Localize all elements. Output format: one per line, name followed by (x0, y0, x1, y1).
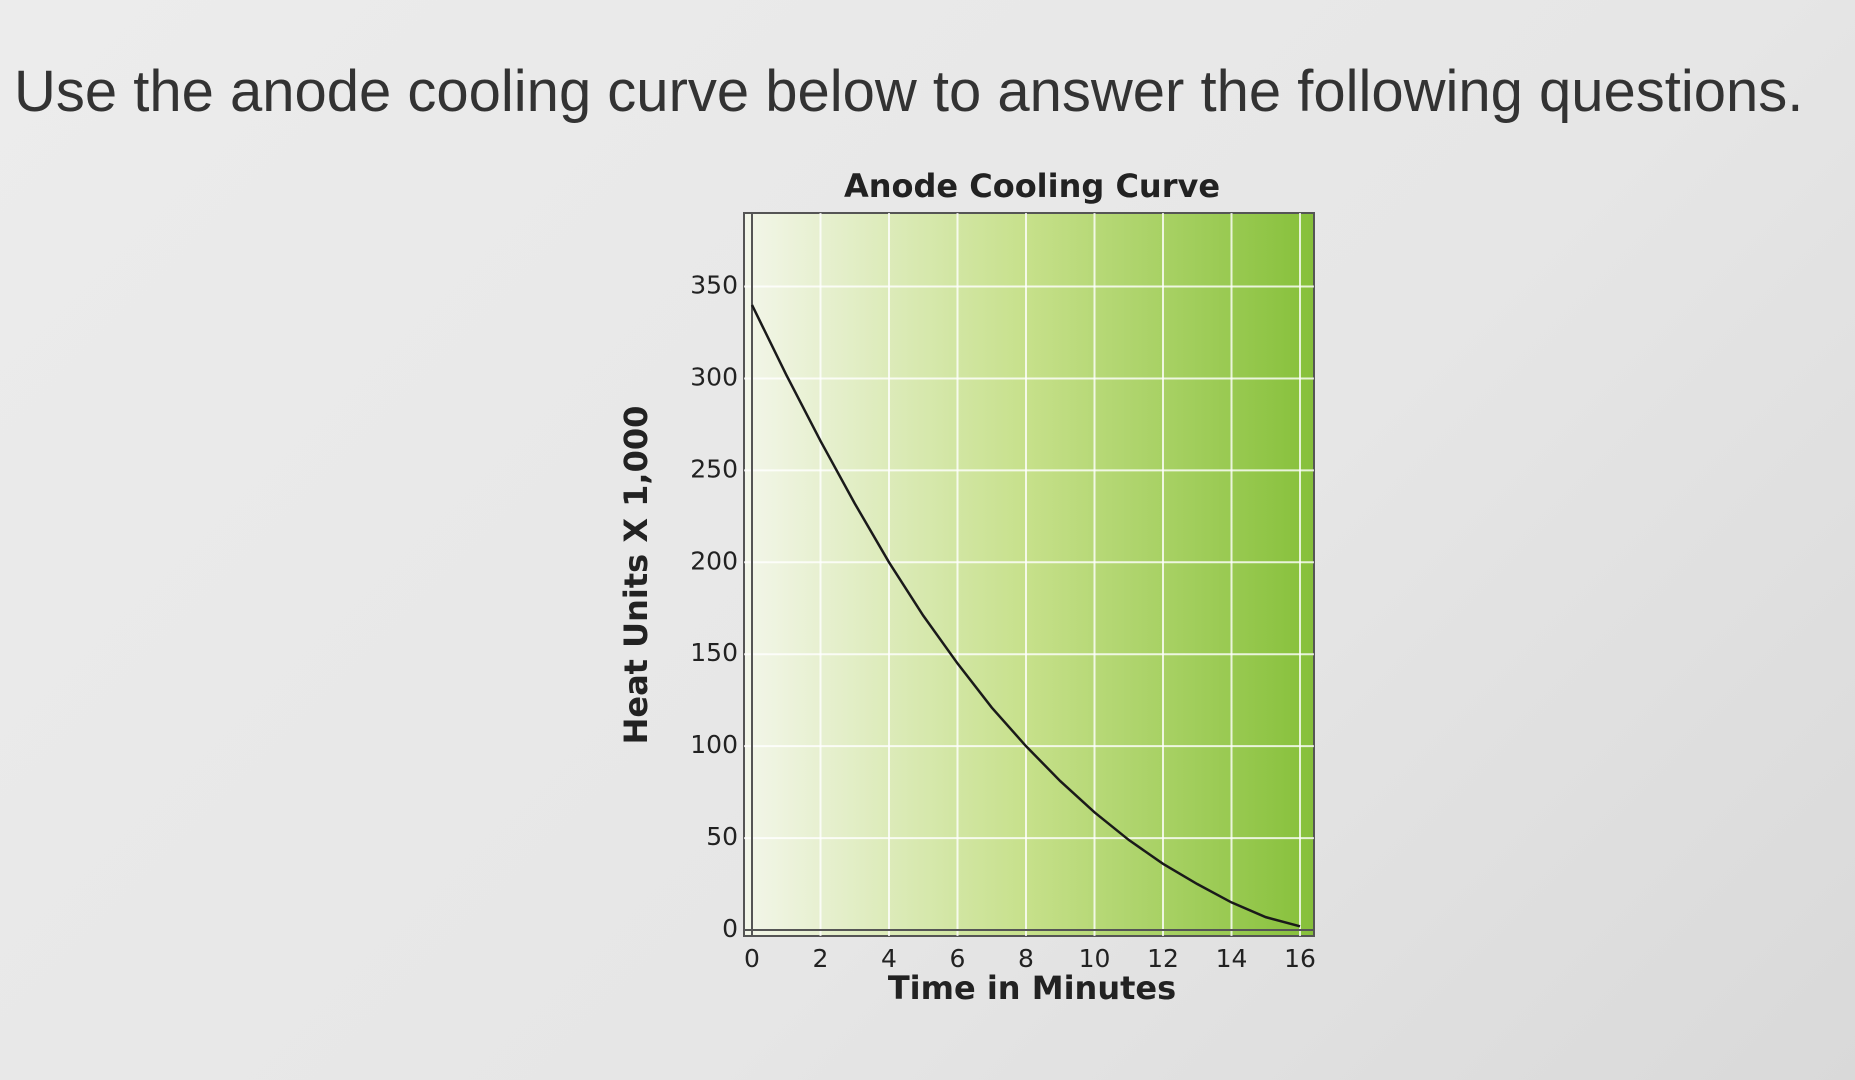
x-tick-label: 8 (1018, 944, 1034, 973)
y-tick-label: 300 (690, 362, 738, 391)
y-tick-label: 200 (690, 546, 738, 575)
x-tick-label: 2 (813, 944, 829, 973)
data-line (750, 304, 1301, 928)
x-tick-label: 4 (881, 944, 897, 973)
x-tick-label: 6 (950, 944, 966, 973)
y-tick-label: 150 (690, 638, 738, 667)
x-tick-label: 16 (1284, 944, 1316, 973)
x-axis-label: Time in Minutes (888, 969, 1176, 1007)
y-tick-label: 50 (706, 822, 738, 851)
chart-title: Anode Cooling Curve (844, 167, 1220, 205)
x-tick-label: 0 (744, 944, 760, 973)
y-tick-label: 350 (690, 271, 738, 300)
heading: Use the anode cooling curve below to ans… (14, 59, 1804, 124)
y-tick-label: 250 (690, 454, 738, 483)
x-tick-label: 14 (1216, 944, 1248, 973)
y-tick-label: 100 (690, 730, 738, 759)
y-axis-label: Heat Units X 1,000 (617, 406, 655, 745)
x-tick-label: 10 (1079, 944, 1111, 973)
y-tick-label: 0 (722, 914, 738, 943)
plot-area (743, 212, 1315, 937)
x-tick-label: 12 (1147, 944, 1179, 973)
